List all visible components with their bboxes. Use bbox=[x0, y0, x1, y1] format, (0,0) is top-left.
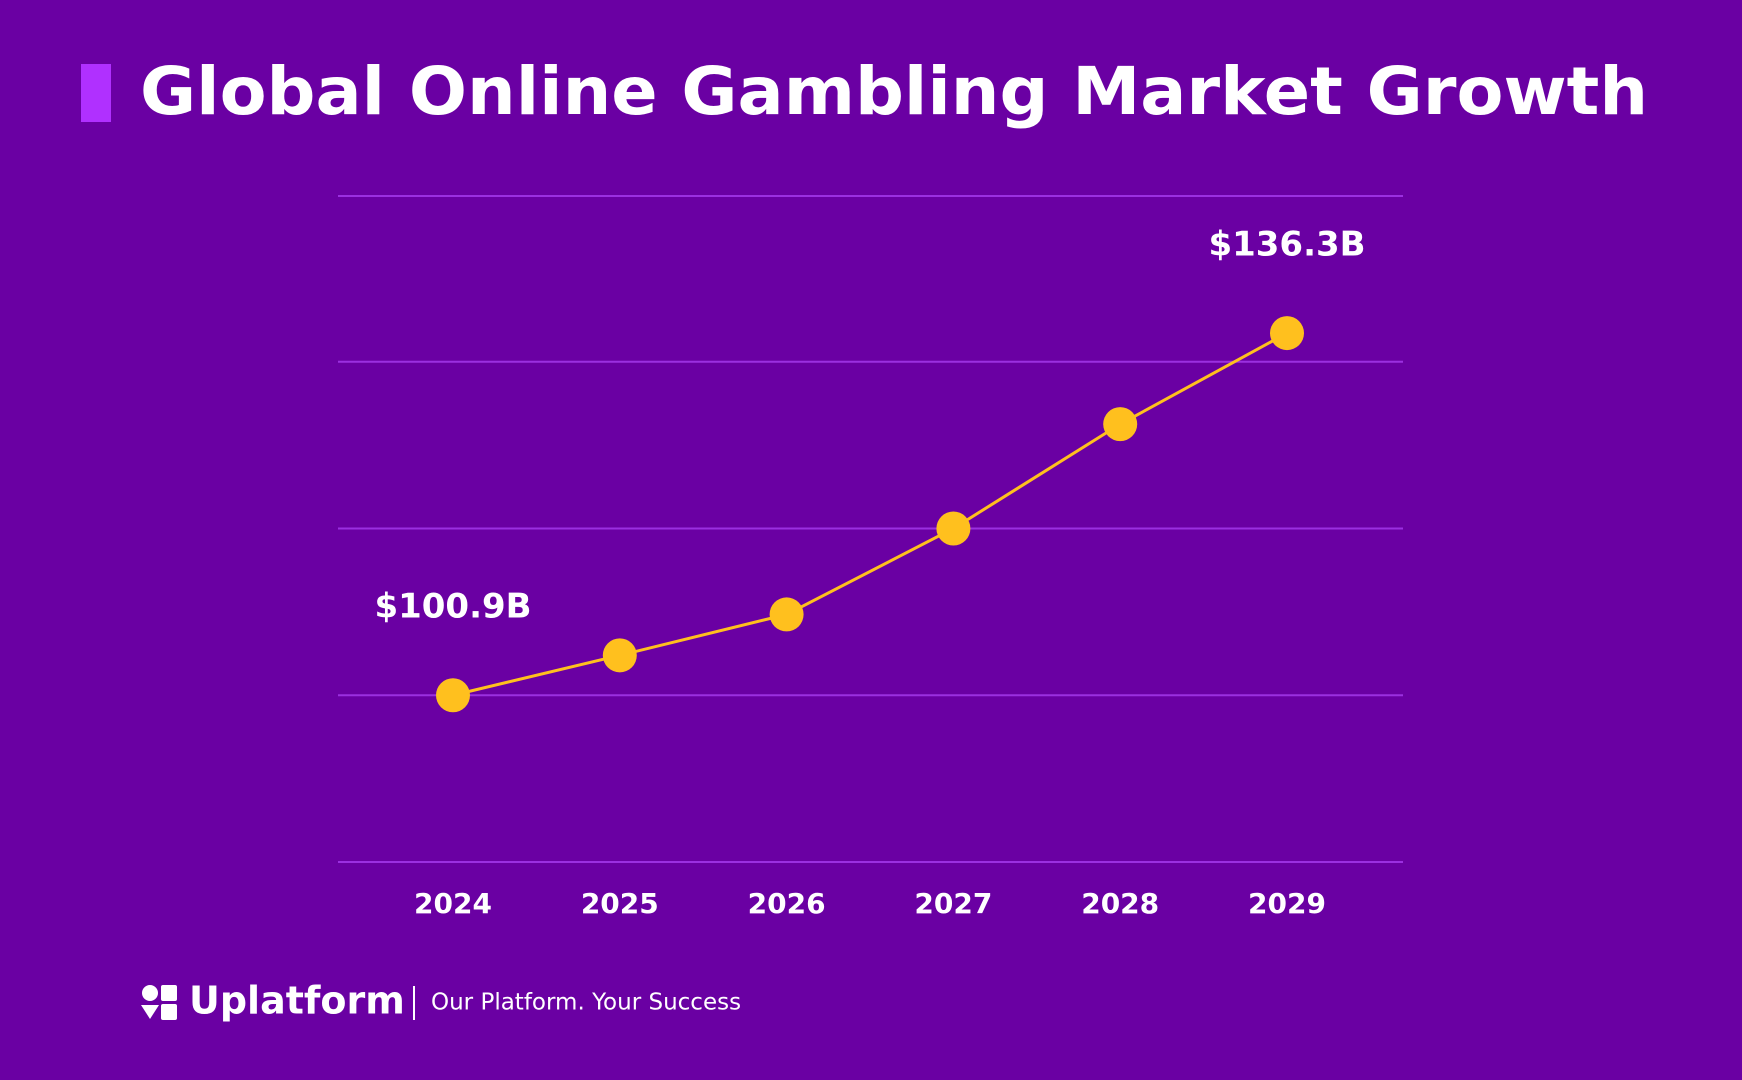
point bbox=[769, 597, 804, 632]
logo-dot bbox=[142, 985, 158, 1001]
point bbox=[1103, 407, 1138, 442]
x-tick-label: 2027 bbox=[914, 887, 992, 920]
point bbox=[936, 511, 971, 546]
x-tick-label: 2026 bbox=[748, 887, 826, 920]
x-tick-label: 2024 bbox=[414, 887, 492, 920]
brand: Uplatform bbox=[189, 979, 405, 1023]
point bbox=[602, 638, 637, 673]
tagline: Our Platform. Your Success bbox=[431, 990, 741, 1016]
chart-title: Global Online Gambling Market Growth bbox=[140, 53, 1648, 130]
point bbox=[1270, 316, 1304, 351]
x-tick-label: 2028 bbox=[1081, 887, 1159, 920]
data-label: $136.3B bbox=[1208, 225, 1365, 265]
data-label: $100.9B bbox=[374, 587, 531, 627]
logo-square bbox=[161, 985, 177, 1001]
logo-square bbox=[161, 1004, 177, 1020]
point bbox=[436, 678, 470, 713]
logo-icon bbox=[141, 985, 177, 1020]
x-tick-label: 2029 bbox=[1248, 887, 1326, 920]
x-tick-label: 2025 bbox=[581, 887, 659, 920]
logo-heart bbox=[141, 1005, 159, 1019]
title-accent bbox=[81, 64, 111, 122]
line bbox=[452, 331, 1288, 697]
